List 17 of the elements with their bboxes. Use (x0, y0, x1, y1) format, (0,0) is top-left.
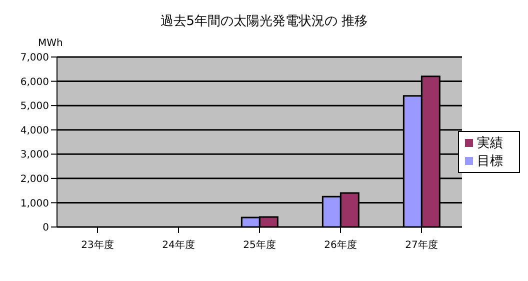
x-tick-label: 26年度 (324, 239, 357, 252)
y-tick-label: 1,000 (20, 198, 49, 210)
y-tick-label: 2,000 (20, 174, 49, 185)
y-axis-title: MWh (38, 38, 63, 49)
legend-label: 目標 (477, 154, 503, 169)
x-tick-label: 25年度 (243, 239, 276, 252)
chart-title: 過去5年間の太陽光発電状況の 推移 (159, 13, 369, 30)
x-tick-label: 24年度 (162, 239, 195, 252)
legend-label: 実績 (477, 136, 503, 151)
y-tick-label: 0 (42, 222, 49, 234)
x-tick-label: 23年度 (81, 239, 114, 252)
y-tick-label: 6,000 (20, 76, 49, 88)
x-tick-label: 27年度 (405, 239, 438, 252)
y-tick-label: 4,000 (20, 125, 49, 136)
y-tick-label: 7,000 (20, 52, 49, 64)
y-tick-label: 5,000 (20, 101, 49, 112)
y-tick-label: 3,000 (20, 150, 49, 161)
